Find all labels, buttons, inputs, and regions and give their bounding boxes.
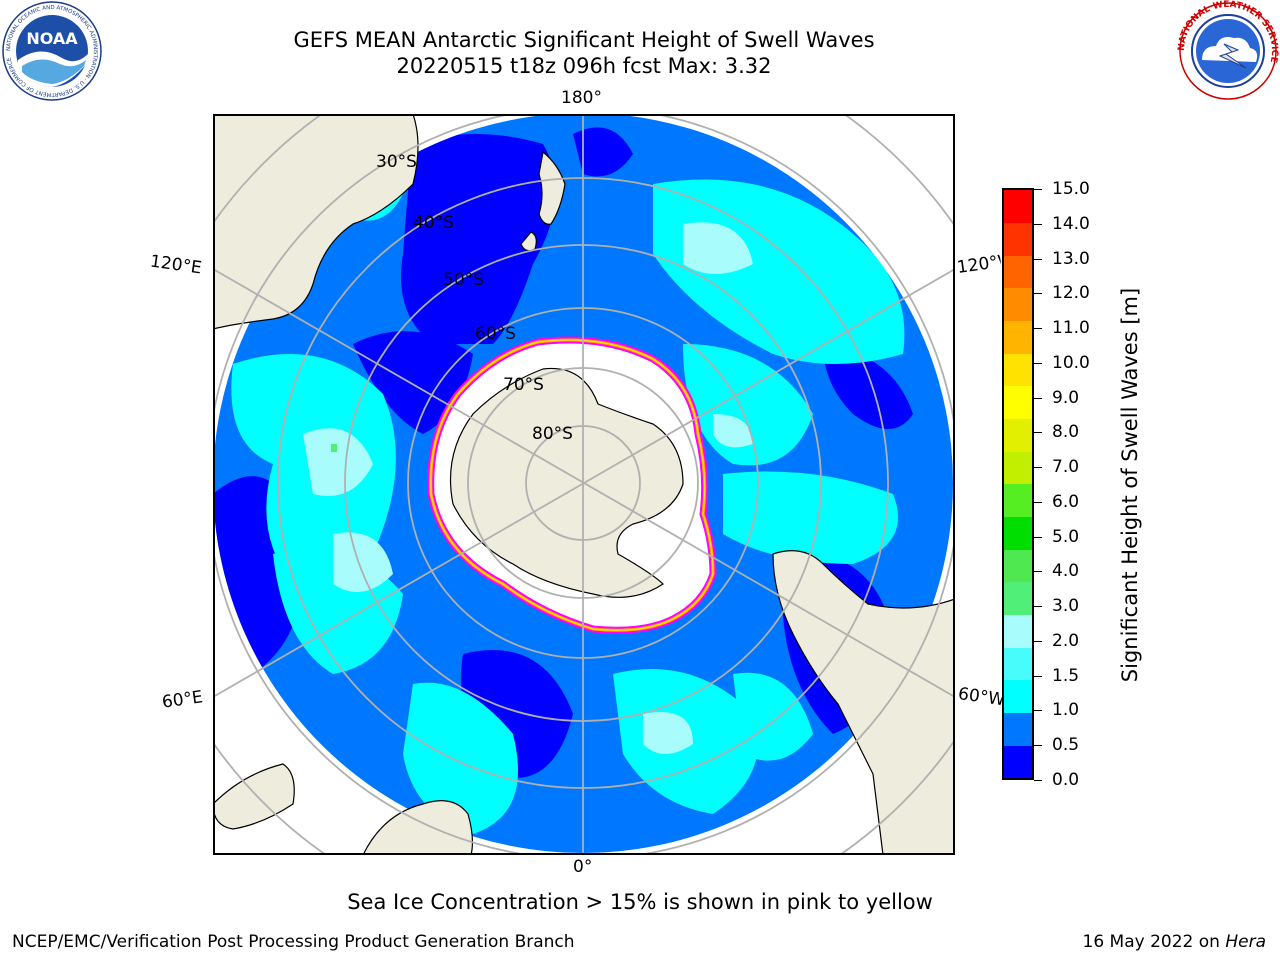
colorbar-tick bbox=[1034, 502, 1042, 503]
colorbar-tick-label: 7.0 bbox=[1052, 457, 1080, 477]
colorbar bbox=[1002, 188, 1034, 780]
nws-logo: NATIONAL WEATHER SERVICE bbox=[1177, 0, 1279, 100]
colorbar-tick bbox=[1034, 224, 1042, 225]
colorbar-segment bbox=[1004, 288, 1032, 322]
forecast-info: 20220515 t18z 096h fcst Max: 3.32 bbox=[396, 54, 772, 78]
sea-ice-note: Sea Ice Concentration > 15% is shown in … bbox=[347, 890, 933, 914]
colorbar-segment bbox=[1004, 353, 1032, 387]
colorbar-segment bbox=[1004, 320, 1032, 354]
meridian-label-60e: 60°E bbox=[160, 687, 205, 713]
colorbar-tick-label: 12.0 bbox=[1052, 283, 1090, 303]
colorbar-tick bbox=[1034, 571, 1042, 572]
colorbar-tick bbox=[1034, 780, 1042, 781]
colorbar-tick bbox=[1034, 189, 1042, 190]
colorbar-segment bbox=[1004, 222, 1032, 256]
footer-credit: NCEP/EMC/Verification Post Processing Pr… bbox=[12, 932, 575, 952]
latitude-label-50s: 50°S bbox=[443, 270, 484, 290]
colorbar-segment bbox=[1004, 614, 1032, 648]
latitude-label-80s: 80°S bbox=[532, 424, 573, 444]
colorbar-title: Significant Height of Swell Waves [m] bbox=[1118, 287, 1142, 683]
colorbar-segment bbox=[1004, 451, 1032, 485]
colorbar-segment bbox=[1004, 582, 1032, 616]
colorbar-tick bbox=[1034, 641, 1042, 642]
chart-title: GEFS MEAN Antarctic Significant Height o… bbox=[293, 28, 875, 52]
colorbar-tick bbox=[1034, 259, 1042, 260]
colorbar-tick bbox=[1034, 745, 1042, 746]
meridian-label-60w: 60°W bbox=[956, 684, 1004, 710]
colorbar-tick-label: 3.0 bbox=[1052, 596, 1080, 616]
south-polar-map bbox=[213, 114, 955, 855]
colorbar-tick-label: 14.0 bbox=[1052, 214, 1090, 234]
latitude-label-40s: 40°S bbox=[413, 213, 454, 233]
latitude-label-60s: 60°S bbox=[475, 324, 516, 344]
colorbar-tick-label: 10.0 bbox=[1052, 353, 1090, 373]
svg-text:NOAA: NOAA bbox=[26, 29, 78, 48]
footer-machine: Hera bbox=[1225, 932, 1266, 952]
colorbar-tick bbox=[1034, 328, 1042, 329]
colorbar-tick-label: 6.0 bbox=[1052, 492, 1080, 512]
meridian-label-120e: 120°E bbox=[148, 251, 203, 279]
meridian-label-180: 180° bbox=[561, 88, 602, 108]
colorbar-segment bbox=[1004, 712, 1032, 746]
colorbar-tick-label: 15.0 bbox=[1052, 179, 1090, 199]
colorbar-segment bbox=[1004, 255, 1032, 289]
latitude-label-70s: 70°S bbox=[503, 375, 544, 395]
meridian-label-120w: 120°W bbox=[955, 252, 1003, 278]
colorbar-segment bbox=[1004, 190, 1032, 224]
colorbar-tick-label: 9.0 bbox=[1052, 388, 1080, 408]
colorbar-tick bbox=[1034, 467, 1042, 468]
colorbar-segment bbox=[1004, 549, 1032, 583]
colorbar-segment bbox=[1004, 745, 1032, 778]
colorbar-tick-label: 5.0 bbox=[1052, 527, 1080, 547]
colorbar-segment bbox=[1004, 484, 1032, 518]
colorbar-segment bbox=[1004, 386, 1032, 420]
footer-date: 16 May 2022 on Hera bbox=[1082, 932, 1267, 952]
colorbar-tick bbox=[1034, 606, 1042, 607]
colorbar-tick-label: 8.0 bbox=[1052, 422, 1080, 442]
colorbar-tick-label: 13.0 bbox=[1052, 249, 1090, 269]
colorbar-tick-label: 2.0 bbox=[1052, 631, 1080, 651]
colorbar-tick-label: 0.0 bbox=[1052, 770, 1080, 790]
colorbar-tick-label: 1.0 bbox=[1052, 700, 1080, 720]
colorbar-tick bbox=[1034, 676, 1042, 677]
colorbar-tick bbox=[1034, 363, 1042, 364]
colorbar-tick-label: 1.5 bbox=[1052, 666, 1080, 686]
colorbar-tick bbox=[1034, 710, 1042, 711]
colorbar-tick-label: 11.0 bbox=[1052, 318, 1090, 338]
colorbar-tick-label: 4.0 bbox=[1052, 561, 1080, 581]
colorbar-segment bbox=[1004, 516, 1032, 550]
colorbar-segment bbox=[1004, 680, 1032, 714]
colorbar-tick-label: 0.5 bbox=[1052, 735, 1080, 755]
colorbar-tick bbox=[1034, 537, 1042, 538]
meridian-label-0: 0° bbox=[573, 857, 593, 877]
colorbar-tick bbox=[1034, 432, 1042, 433]
colorbar-segment bbox=[1004, 418, 1032, 452]
latitude-label-30s: 30°S bbox=[376, 152, 417, 172]
colorbar-segment bbox=[1004, 647, 1032, 681]
colorbar-tick bbox=[1034, 293, 1042, 294]
noaa-logo: NOAA NATIONAL OCEANIC AND ATMOSPHERIC AD… bbox=[2, 1, 102, 101]
colorbar-tick bbox=[1034, 398, 1042, 399]
